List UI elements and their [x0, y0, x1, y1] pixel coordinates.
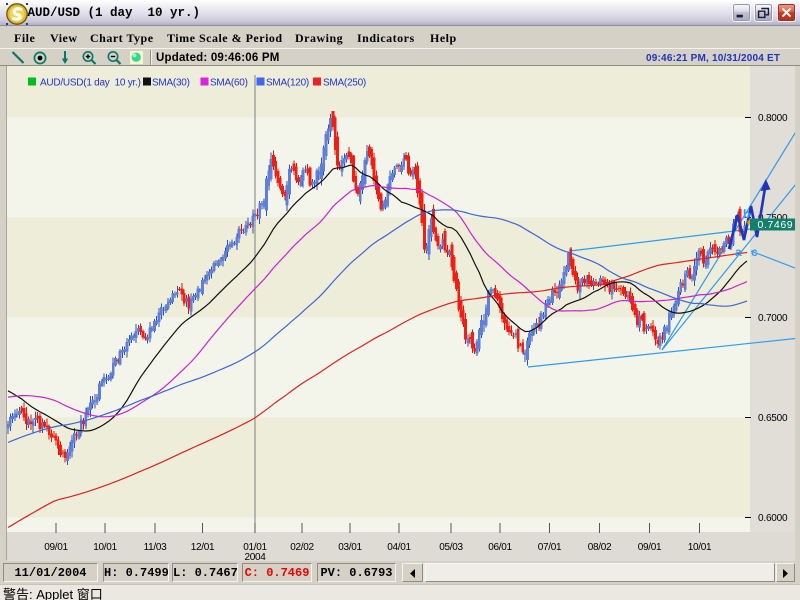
svg-text:02/02: 02/02 [290, 542, 314, 553]
svg-text:0.8000: 0.8000 [758, 113, 788, 124]
svg-text:01/01: 01/01 [243, 542, 267, 553]
svg-text:b: b [743, 207, 750, 221]
svg-text:10/01: 10/01 [93, 542, 117, 553]
svg-text:09/01: 09/01 [638, 542, 662, 553]
svg-text:04/01: 04/01 [387, 542, 411, 553]
svg-text:12/01: 12/01 [191, 542, 215, 553]
svg-text:09/01: 09/01 [44, 542, 68, 553]
svg-text:0.6000: 0.6000 [758, 513, 788, 524]
svg-text:0.7000: 0.7000 [758, 313, 788, 324]
svg-text:05/03: 05/03 [439, 542, 463, 553]
svg-text:AUD/USD(1 day 10 yr.): AUD/USD(1 day 10 yr.) [40, 78, 141, 89]
svg-text:c: c [751, 245, 758, 259]
svg-text:03/01: 03/01 [338, 542, 362, 553]
svg-text:10/01: 10/01 [688, 542, 712, 553]
svg-text:SMA(30): SMA(30) [152, 78, 190, 89]
svg-text:0.7469: 0.7469 [758, 219, 794, 231]
svg-text:06/01: 06/01 [488, 542, 512, 553]
svg-text:11/03: 11/03 [144, 542, 168, 553]
svg-text:SMA(120): SMA(120) [266, 78, 309, 89]
svg-text:SMA(60): SMA(60) [210, 78, 248, 89]
svg-text:2004: 2004 [244, 552, 266, 563]
svg-text:a: a [735, 245, 742, 259]
svg-text:07/01: 07/01 [538, 542, 562, 553]
svg-text:08/02: 08/02 [588, 542, 612, 553]
svg-text:0.6500: 0.6500 [758, 413, 788, 424]
svg-text:SMA(250): SMA(250) [323, 78, 366, 89]
